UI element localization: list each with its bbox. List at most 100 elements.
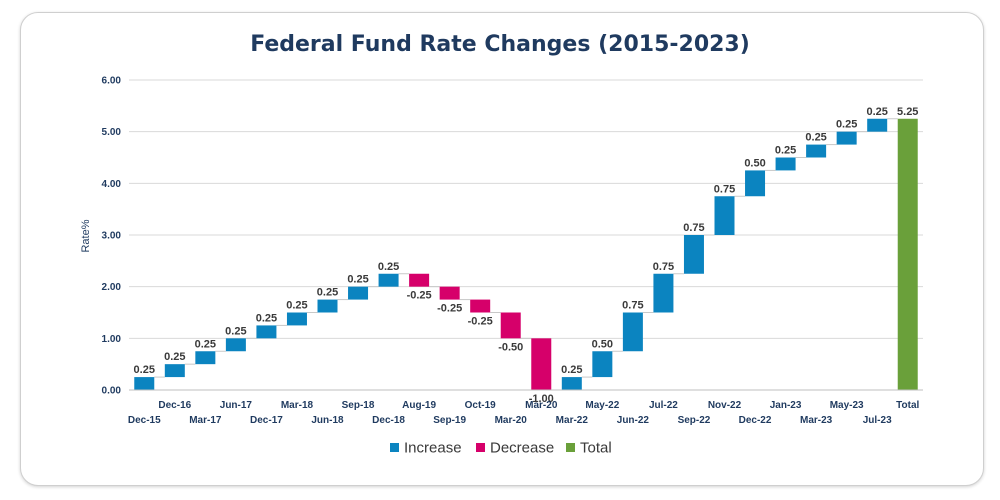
chart-card (20, 12, 984, 486)
x-tick-label: Dec-16 (158, 400, 191, 411)
y-tick-label: 0.00 (102, 386, 122, 397)
bar-increase (592, 351, 613, 378)
data-label: 0.25 (256, 312, 277, 324)
x-tick-label: May-23 (830, 400, 864, 411)
bar-total (897, 118, 918, 390)
x-tick-label: Jul-22 (649, 400, 678, 411)
x-tick-label: Jun-18 (311, 415, 344, 426)
bar-decrease (500, 312, 521, 339)
x-tick-label: Sep-19 (433, 415, 466, 426)
x-tick-label: Dec-22 (739, 415, 772, 426)
data-label: 0.75 (683, 222, 704, 234)
x-tick-label: Jun-22 (617, 415, 650, 426)
data-label: 0.25 (378, 261, 399, 273)
data-label: 0.25 (775, 145, 796, 157)
legend-label: Increase (404, 440, 462, 457)
chart-title: Federal Fund Rate Changes (2015-2023) (250, 32, 750, 57)
legend-label: Total (580, 440, 612, 457)
y-tick-label: 5.00 (102, 127, 122, 138)
bar-increase (256, 325, 277, 339)
data-label: 0.25 (134, 364, 155, 376)
data-label: 0.50 (744, 157, 765, 169)
bar-decrease (470, 299, 491, 313)
bar-increase (225, 338, 246, 352)
bar-increase (561, 377, 582, 390)
x-tick-label: Aug-19 (402, 400, 436, 411)
data-label: 0.75 (653, 261, 674, 273)
data-label: 0.25 (317, 287, 338, 299)
bar-increase (378, 273, 399, 287)
x-tick-label: Dec-18 (372, 415, 405, 426)
data-label: 0.25 (286, 300, 307, 312)
legend-swatch (566, 443, 575, 452)
bar-increase (775, 157, 796, 171)
x-tick-label: Jun-17 (220, 400, 253, 411)
bar-decrease (531, 338, 552, 390)
bar-increase (195, 351, 216, 365)
x-tick-label: Mar-18 (281, 400, 314, 411)
legend-label: Decrease (490, 440, 554, 457)
y-tick-label: 1.00 (102, 334, 122, 345)
bar-increase (286, 312, 307, 326)
data-label: 0.25 (866, 106, 887, 118)
x-tick-label: Jan-23 (770, 400, 802, 411)
data-label: -0.25 (407, 290, 432, 302)
bar-increase (714, 196, 735, 235)
data-label: 0.25 (347, 274, 368, 286)
x-tick-label: Dec-17 (250, 415, 283, 426)
bars (134, 118, 918, 390)
data-label: 0.25 (164, 351, 185, 363)
legend-item-decrease: Decrease (476, 440, 554, 457)
x-tick-label: Mar-20 (525, 400, 558, 411)
y-tick-label: 6.00 (102, 76, 122, 87)
y-axis: 0.00 1.00 2.00 3.00 4.00 5.00 6.00 (102, 76, 122, 397)
data-label: 0.25 (195, 338, 216, 350)
bar-increase (683, 235, 704, 274)
bar-increase (836, 131, 857, 145)
legend-item-increase: Increase (390, 440, 462, 457)
data-label: 0.25 (805, 132, 826, 144)
legend-swatch (390, 443, 399, 452)
x-tick-label: Mar-22 (556, 415, 589, 426)
legend: Increase Decrease Total (390, 440, 612, 457)
data-label: -0.25 (437, 303, 462, 315)
bar-increase (134, 377, 155, 390)
x-tick-label: Mar-20 (495, 415, 528, 426)
x-tick-label: Jul-23 (863, 415, 892, 426)
data-label: 0.25 (225, 325, 246, 337)
bar-increase (622, 312, 643, 352)
x-tick-label: Mar-23 (800, 415, 833, 426)
x-axis: Dec-15 Dec-16 Mar-17 Jun-17 Dec-17 Mar-18 Jun-… (128, 389, 923, 426)
y-axis-label: Rate% (80, 219, 92, 252)
data-label: 0.50 (592, 338, 613, 350)
y-tick-label: 3.00 (102, 231, 122, 242)
y-tick-label: 4.00 (102, 179, 122, 190)
x-tick-label: Sep-18 (342, 400, 375, 411)
bar-increase (653, 273, 674, 313)
x-tick-label: Dec-15 (128, 415, 161, 426)
bar-increase (317, 299, 338, 313)
bar-decrease (439, 286, 460, 300)
legend-swatch (476, 443, 485, 452)
bar-decrease (409, 273, 430, 287)
y-tick-label: 2.00 (102, 282, 122, 293)
data-label: -1.00 (529, 393, 554, 405)
gridlines (129, 79, 923, 391)
bar-increase (745, 170, 766, 197)
data-labels: 0.25 0.25 0.25 0.25 0.25 0.25 0.25 0.25 0.25 -0.2… (134, 106, 919, 405)
data-label: 0.25 (561, 364, 582, 376)
data-label: 5.25 (897, 106, 918, 118)
bar-increase (806, 144, 827, 158)
bar-increase (348, 286, 369, 300)
x-tick-label: Oct-19 (465, 400, 497, 411)
x-tick-label: Mar-17 (189, 415, 222, 426)
data-label: 0.75 (714, 183, 735, 195)
x-tick-label: Sep-22 (678, 415, 711, 426)
x-tick-label: May-22 (585, 400, 619, 411)
data-label: -0.50 (498, 341, 523, 353)
bar-increase (867, 118, 888, 132)
connectors (154, 118, 898, 391)
x-tick-label: Total (896, 400, 919, 411)
data-label: 0.25 (836, 119, 857, 131)
